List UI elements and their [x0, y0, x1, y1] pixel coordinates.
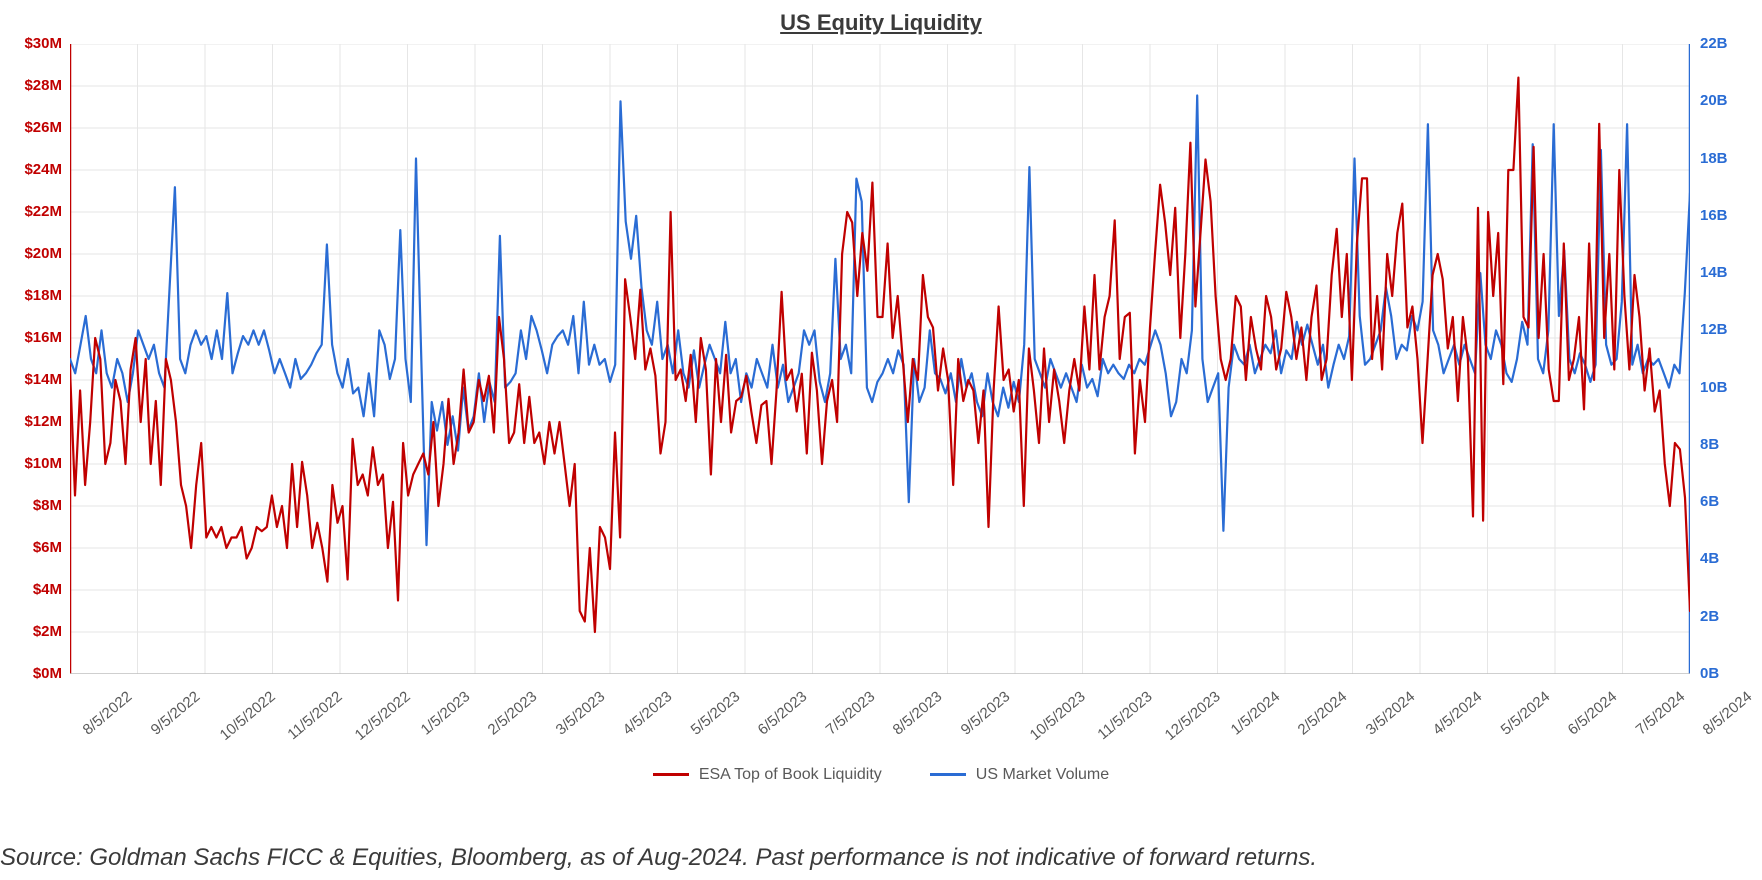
y-left-tick: $20M	[0, 245, 62, 262]
y-right-tick: 6B	[1700, 493, 1719, 510]
chart-title: US Equity Liquidity	[0, 10, 1762, 36]
x-tick: 8/5/2023	[890, 688, 946, 739]
x-tick: 6/5/2024	[1565, 688, 1621, 739]
x-tick: 10/5/2023	[1027, 688, 1089, 744]
y-left-tick: $0M	[0, 665, 62, 682]
y-right-tick: 16B	[1700, 207, 1728, 224]
x-tick: 9/5/2023	[957, 688, 1013, 739]
y-left-tick: $4M	[0, 581, 62, 598]
y-right-tick: 18B	[1700, 150, 1728, 167]
y-right-tick: 12B	[1700, 321, 1728, 338]
legend-label: US Market Volume	[976, 766, 1109, 783]
y-left-tick: $28M	[0, 77, 62, 94]
y-left-tick: $22M	[0, 203, 62, 220]
legend: ESA Top of Book Liquidity US Market Volum…	[0, 766, 1762, 784]
x-tick: 2/5/2024	[1295, 688, 1351, 739]
y-left-tick: $6M	[0, 539, 62, 556]
x-tick: 3/5/2023	[552, 688, 608, 739]
x-tick: 7/5/2023	[822, 688, 878, 739]
legend-item: US Market Volume	[930, 766, 1109, 784]
x-tick: 5/5/2024	[1497, 688, 1553, 739]
y-right-tick: 20B	[1700, 92, 1728, 109]
legend-item: ESA Top of Book Liquidity	[653, 766, 882, 784]
y-right-tick: 0B	[1700, 665, 1719, 682]
y-left-tick: $14M	[0, 371, 62, 388]
x-tick: 8/5/2022	[80, 688, 136, 739]
y-left-tick: $26M	[0, 119, 62, 136]
chart-container: US Equity Liquidity $0M $2M $4M $6M $8M $10M $…	[0, 0, 1762, 880]
x-tick: 7/5/2024	[1632, 688, 1688, 739]
legend-swatch	[653, 773, 689, 776]
x-tick: 12/5/2022	[352, 688, 414, 744]
x-tick: 12/5/2023	[1162, 688, 1224, 744]
y-left-tick: $8M	[0, 497, 62, 514]
y-left-tick: $12M	[0, 413, 62, 430]
x-tick: 2/5/2023	[485, 688, 541, 739]
x-tick: 1/5/2024	[1227, 688, 1283, 739]
x-tick: 10/5/2022	[217, 688, 279, 744]
x-tick: 11/5/2022	[284, 688, 345, 743]
x-tick: 8/5/2024	[1700, 688, 1756, 739]
x-tick: 1/5/2023	[417, 688, 473, 739]
x-tick: 3/5/2024	[1362, 688, 1418, 739]
y-right-tick: 22B	[1700, 35, 1728, 52]
x-tick: 11/5/2023	[1094, 688, 1155, 743]
y-left-tick: $16M	[0, 329, 62, 346]
y-left-tick: $18M	[0, 287, 62, 304]
y-right-tick: 10B	[1700, 379, 1728, 396]
plot-area	[70, 44, 1690, 674]
x-tick: 5/5/2023	[687, 688, 743, 739]
legend-label: ESA Top of Book Liquidity	[699, 766, 882, 783]
y-right-tick: 14B	[1700, 264, 1728, 281]
x-tick: 9/5/2022	[147, 688, 203, 739]
x-tick: 4/5/2023	[620, 688, 676, 739]
x-tick: 4/5/2024	[1430, 688, 1486, 739]
y-right-tick: 2B	[1700, 608, 1719, 625]
y-right-tick: 4B	[1700, 550, 1719, 567]
plot-svg	[70, 44, 1690, 674]
y-left-tick: $30M	[0, 35, 62, 52]
y-left-tick: $2M	[0, 623, 62, 640]
y-right-tick: 8B	[1700, 436, 1719, 453]
y-left-tick: $24M	[0, 161, 62, 178]
y-left-tick: $10M	[0, 455, 62, 472]
x-tick: 6/5/2023	[755, 688, 811, 739]
legend-swatch	[930, 773, 966, 776]
source-line: Source: Goldman Sachs FICC & Equities, B…	[0, 844, 1317, 872]
